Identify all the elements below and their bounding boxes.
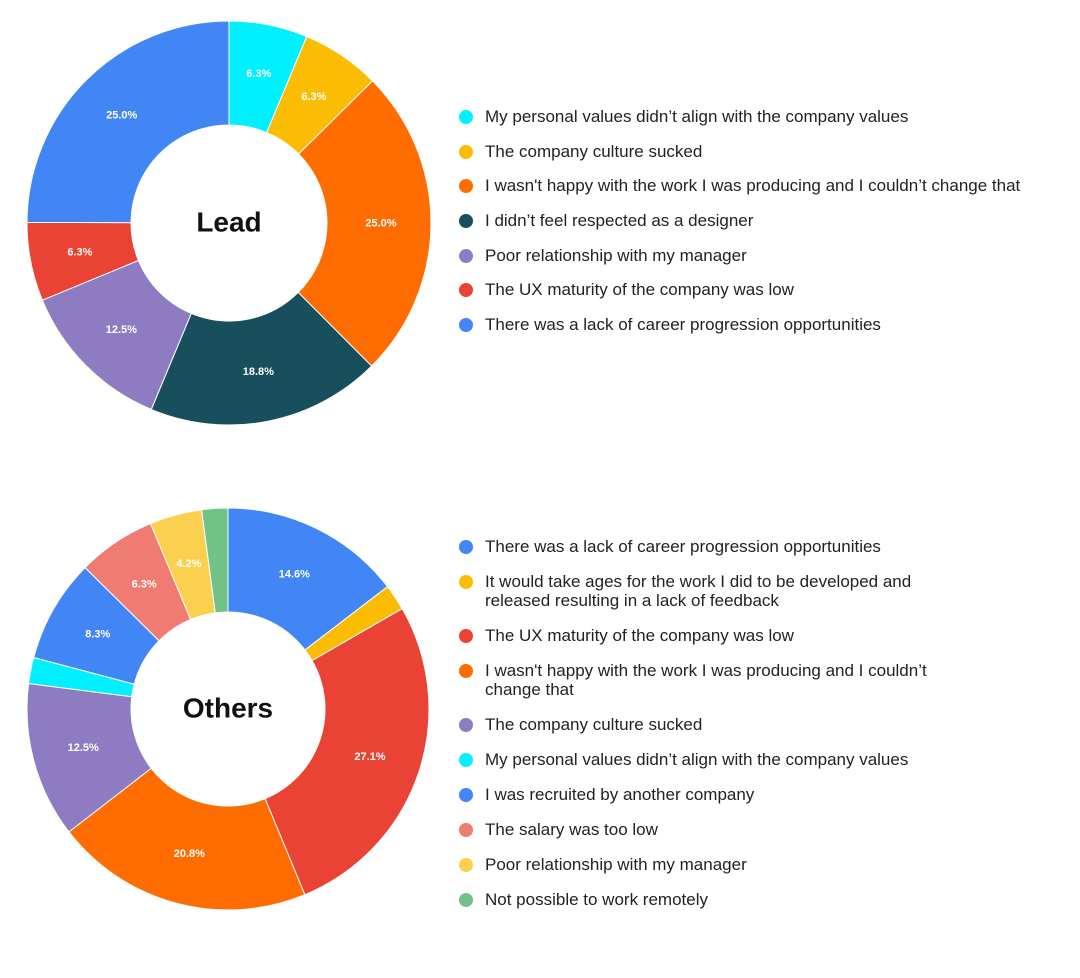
lead-slice-2 [297,80,432,367]
lead-slice-label-0: 6.3% [246,68,271,80]
legend-swatch [459,248,473,263]
legend-swatch [459,214,473,229]
lead-slice-label-4: 12.5% [106,324,137,336]
legend-label: The UX maturity of the company was low [485,626,794,645]
legend-swatch [459,575,473,589]
legend-swatch [459,629,473,643]
legend-swatch [459,893,473,907]
others-legend-item: I was recruited by another company [457,785,975,804]
others-legend-item: The company culture sucked [457,715,975,734]
legend-swatch [459,283,473,298]
others-slice-label-0: 14.6% [279,568,310,580]
lead-donut-chart: 6.3% 6.3% 25.0% 18.8% 12.5% 6.3% 25.0% Lead [26,20,432,426]
lead-legend-item: The UX maturity of the company was low [457,280,1020,299]
legend-swatch [459,788,473,802]
legend-swatch [459,823,473,837]
legend-label: I was recruited by another company [485,785,755,804]
lead-slice-3 [150,291,373,426]
lead-chart: 6.3% 6.3% 25.0% 18.8% 12.5% 6.3% 25.0% Lead [0,0,1080,450]
lead-legend-item: The company culture sucked [457,142,1020,161]
lead-center-label: Lead [196,206,261,237]
lead-slice-6 [26,20,230,224]
legend-swatch [459,179,473,194]
others-slice-label-7: 6.3% [132,579,157,591]
legend-label: There was a lack of career progression o… [485,537,881,556]
legend-swatch [459,718,473,732]
legend-label: I wasn't happy with the work I was produ… [485,176,1021,196]
legend-label: The UX maturity of the company was low [485,280,794,300]
others-legend-item: There was a lack of career progression o… [457,537,975,556]
others-slice-label-2: 27.1% [354,751,385,763]
legend-label: Not possible to work remotely [485,890,708,909]
others-slice-0 [227,507,389,651]
legend-label: The salary was too low [485,820,658,839]
others-legend: There was a lack of career progression o… [457,537,975,925]
lead-slice-label-5: 6.3% [67,246,92,258]
legend-label: Poor relationship with my manager [485,245,747,265]
lead-legend-item: Poor relationship with my manager [457,246,1020,265]
others-legend-item: I wasn't happy with the work I was produ… [457,661,975,699]
others-slice-2 [264,607,430,896]
others-chart: 14.6% 27.1% 20.8% 12.5% 8.3% 6.3% 4.2% Others [0,490,1080,978]
others-slice-9 [201,507,229,614]
others-legend-item: It would take ages for the work I did to… [457,572,975,610]
lead-legend-item: I wasn't happy with the work I was produ… [457,176,1020,195]
others-slice-label-3: 20.8% [174,848,205,860]
others-legend-item: Poor relationship with my manager [457,855,975,874]
legend-swatch [459,664,473,678]
lead-legend-item: My personal values didn’t align with the… [457,107,1020,126]
lead-slice-label-1: 6.3% [301,91,326,103]
others-slice-3 [68,767,306,911]
lead-legend-item: I didn’t feel respected as a designer [457,211,1020,230]
others-legend-item: Not possible to work remotely [457,890,975,909]
legend-swatch [459,318,473,333]
legend-label: My personal values didn’t align with the… [485,750,909,769]
legend-label: The company culture sucked [485,141,703,161]
others-legend-item: My personal values didn’t align with the… [457,750,975,769]
lead-slice-label-2: 25.0% [365,217,396,229]
lead-slice-label-6: 25.0% [106,109,137,121]
legend-swatch [459,540,473,554]
others-center-label: Others [183,692,273,723]
lead-legend-item: There was a lack of career progression o… [457,315,1020,334]
legend-swatch [459,858,473,872]
others-slice-label-6: 8.3% [85,628,110,640]
legend-label: I didn’t feel respected as a designer [485,211,754,231]
others-donut-chart: 14.6% 27.1% 20.8% 12.5% 8.3% 6.3% 4.2% Others [26,507,430,911]
lead-slice-label-3: 18.8% [243,366,274,378]
legend-swatch [459,753,473,767]
legend-label: Poor relationship with my manager [485,855,747,874]
lead-legend: My personal values didn’t align with the… [457,107,1020,350]
legend-label: My personal values didn’t align with the… [485,107,909,126]
legend-label: The company culture sucked [485,715,703,734]
others-slice-label-4: 12.5% [68,742,99,754]
legend-label: There was a lack of career progression o… [485,315,881,335]
legend-swatch [459,110,473,124]
others-legend-item: The salary was too low [457,820,975,839]
legend-label: It would take ages for the work I did to… [485,572,912,610]
others-legend-item: The UX maturity of the company was low [457,626,975,645]
legend-swatch [459,144,473,159]
others-slice-label-8: 4.2% [176,558,201,570]
legend-label: I wasn't happy with the work I was produ… [485,661,927,699]
